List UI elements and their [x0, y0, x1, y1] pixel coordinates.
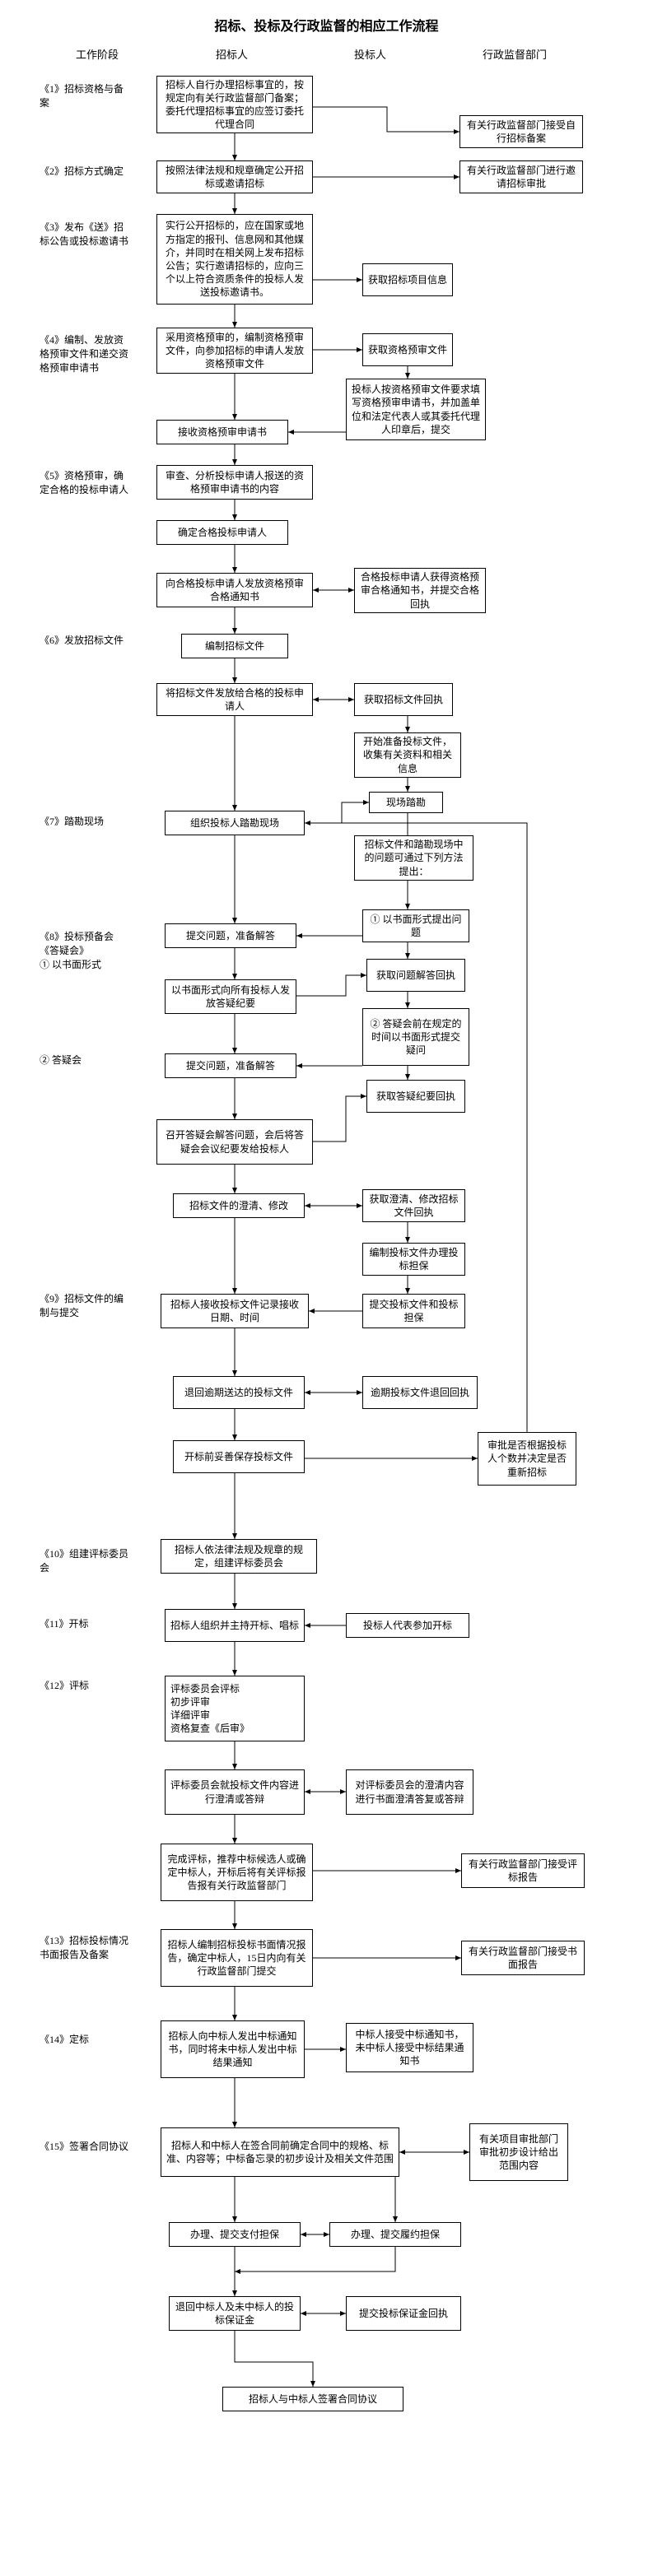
box-b15a: 招标人和中标人在签合同前确定合同中的规格、标准、内容等；中标备忘录的初步设计及相…	[161, 2127, 399, 2177]
box-b14a: 招标人向中标人发出中标通知书，同时将未中标人发出中标结果通知	[161, 2020, 305, 2078]
stage-3: 《3》发布《送》招标公告或投标邀请书	[40, 221, 130, 249]
box-b15f: 提交投标保证金回执	[346, 2296, 461, 2331]
box-b5c: 合格投标申请人获得资格预审合格通知书，并提交合格回执	[354, 568, 486, 613]
box-b8f: 提交问题，准备解答	[165, 1053, 296, 1078]
box-b8d: 获取问题解答回执	[366, 959, 465, 992]
box-b7b: 现场踏勘	[369, 792, 443, 813]
box-b11b: 投标人代表参加开标	[346, 1613, 469, 1638]
box-b12b: 评标委员会就投标文件内容进行澄清或答辩	[165, 1769, 305, 1815]
box-b1a: 有关行政监督部门接受自行招标备案	[459, 115, 583, 148]
box-b5a: 确定合格投标申请人	[156, 520, 288, 545]
box-b13a: 招标人编制招标投标书面情况报告，确定中标人，15日内向有关行政监督部门提交	[161, 1929, 313, 1987]
box-b9i: 审批是否根据投标人个数并决定是否重新招标	[478, 1432, 576, 1486]
box-b4: 采用资格预审的，编制资格预审文件，向参加招标的申请人发放资格预审文件	[156, 328, 313, 374]
box-b4c: 接收资格预审申请书	[156, 420, 288, 444]
box-b9f: 退回逾期送达的投标文件	[173, 1376, 305, 1409]
box-b4a: 获取资格预审文件	[362, 333, 453, 366]
box-b15c: 办理、提交支付担保	[169, 2222, 301, 2247]
stage-9: 《9》招标文件的编制与提交	[40, 1292, 130, 1320]
stage-2: 《2》招标方式确定	[40, 165, 130, 179]
stage-5: 《5》资格预审，确定合格的投标申请人	[40, 469, 130, 497]
connector-lines	[0, 0, 653, 2576]
box-b6b: 将招标文件发放给合格的投标申请人	[156, 683, 313, 716]
col-bidder: 投标人	[354, 46, 386, 62]
box-b12c: 对评标委员会的澄清内容进行书面澄清答复或答辩	[346, 1769, 473, 1815]
box-b15e: 退回中标人及未中标人的投标保证金	[169, 2296, 301, 2331]
box-b8g: 获取答疑纪要回执	[366, 1080, 465, 1113]
stage-13: 《13》招标投标情况书面报告及备案	[40, 1934, 130, 1962]
box-b6a: 编制招标文件	[181, 634, 288, 658]
box-b2a: 有关行政监督部门进行邀请招标审批	[459, 160, 583, 193]
stage-8: 《8》投标预备会 《答疑会》 ① 以书面形式	[40, 930, 130, 971]
box-b8h: 召开答疑会解答问题，会后将答疑会会议纪要发给投标人	[156, 1119, 313, 1165]
box-b5b: 向合格投标申请人发放资格预审合格通知书	[156, 573, 313, 607]
col-tenderer: 招标人	[216, 46, 248, 62]
col-stage: 工作阶段	[76, 46, 119, 62]
box-b15b: 有关项目审批部门审批初步设计给出范围内容	[469, 2123, 568, 2181]
box-b13b: 有关行政监督部门接受书面报告	[461, 1941, 585, 1975]
box-b9h: 开标前妥善保存投标文件	[173, 1440, 305, 1473]
box-b9c: 编制投标文件办理投标担保	[362, 1243, 465, 1276]
box-b10: 招标人依法律法规及规章的规定，组建评标委员会	[161, 1539, 317, 1574]
box-b12a: 评标委员会评标 初步评审 详细评审 资格复查《后审》	[165, 1676, 305, 1741]
col-admin: 行政监督部门	[483, 46, 547, 62]
stage-7: 《7》踏勘现场	[40, 815, 130, 829]
stage-6: 《6》发放招标文件	[40, 634, 130, 648]
box-b12e: 有关行政监督部门接受评标报告	[461, 1853, 585, 1888]
box-b8a: 提交问题，准备解答	[165, 923, 296, 948]
box-b12d: 完成评标，推荐中标候选人或确定中标人，开标后将有关评标报告报有关行政监督部门	[161, 1844, 313, 1901]
page-title: 招标、投标及行政监督的相应工作流程	[0, 0, 653, 35]
box-b8c: 以书面形式向所有投标人发放答疑纪要	[165, 979, 296, 1014]
stage-4: 《4》编制、发放资格预审文件和递交资格预审申请书	[40, 333, 130, 374]
box-b9a: 招标文件的澄清、修改	[173, 1193, 305, 1218]
box-b7c: 招标文件和踏勘现场中的问题可通过下列方法提出：	[354, 835, 473, 881]
box-b5: 审查、分析投标申请人报送的资格预审申请书的内容	[156, 465, 313, 500]
box-b7a: 组织投标人踏勘现场	[165, 811, 305, 835]
box-b15d: 办理、提交履约担保	[329, 2222, 461, 2247]
box-b3: 实行公开招标的，应在国家或地方指定的报刊、信息网和其他媒介，并同时在相关网上发布…	[156, 214, 313, 305]
box-b2: 按照法律法规和规章确定公开招标或邀请招标	[156, 160, 313, 193]
box-b11a: 招标人组织并主持开标、唱标	[165, 1609, 305, 1642]
stage-12: 《12》评标	[40, 1679, 130, 1693]
flowchart-page: 招标、投标及行政监督的相应工作流程 工作阶段 招标人 投标人 行政监督部门 《1…	[0, 0, 653, 2576]
box-b9g: 逾期投标文件退回回执	[362, 1376, 478, 1409]
box-b9b: 获取澄清、修改招标文件回执	[362, 1189, 465, 1222]
box-b15g: 招标人与中标人签署合同协议	[222, 2387, 403, 2411]
stage-15: 《15》签署合同协议	[40, 2140, 130, 2154]
stage-1: 《1》招标资格与备案	[40, 82, 130, 110]
box-b4b: 投标人按资格预审文件要求填写资格预审申请书，并加盖单位和法定代表人或其委托代理人…	[346, 379, 486, 440]
stage-11: 《11》开标	[40, 1617, 130, 1631]
box-b6c: 获取招标文件回执	[354, 683, 453, 716]
stage-14: 《14》定标	[40, 2033, 130, 2047]
box-b9e: 提交投标文件和投标担保	[362, 1294, 465, 1328]
box-b6d: 开始准备投标文件，收集有关资料和相关信息	[354, 732, 461, 778]
stage-10: 《10》组建评标委员会	[40, 1547, 130, 1575]
stage-8b: ② 答疑会	[40, 1053, 130, 1067]
box-b8e: ② 答疑会前在规定的时间以书面形式提交疑问	[362, 1008, 469, 1066]
box-b14b: 中标人接受中标通知书，未中标人接受中标结果通知书	[346, 2023, 473, 2072]
box-b9d: 招标人接收投标文件记录接收日期、时间	[161, 1294, 309, 1328]
box-b3a: 获取招标项目信息	[362, 263, 453, 296]
box-b1: 招标人自行办理招标事宜的，按规定向有关行政监督部门备案；委托代理招标事宜的应签订…	[156, 76, 313, 133]
box-b8b: ① 以书面形式提出问题	[362, 909, 469, 942]
